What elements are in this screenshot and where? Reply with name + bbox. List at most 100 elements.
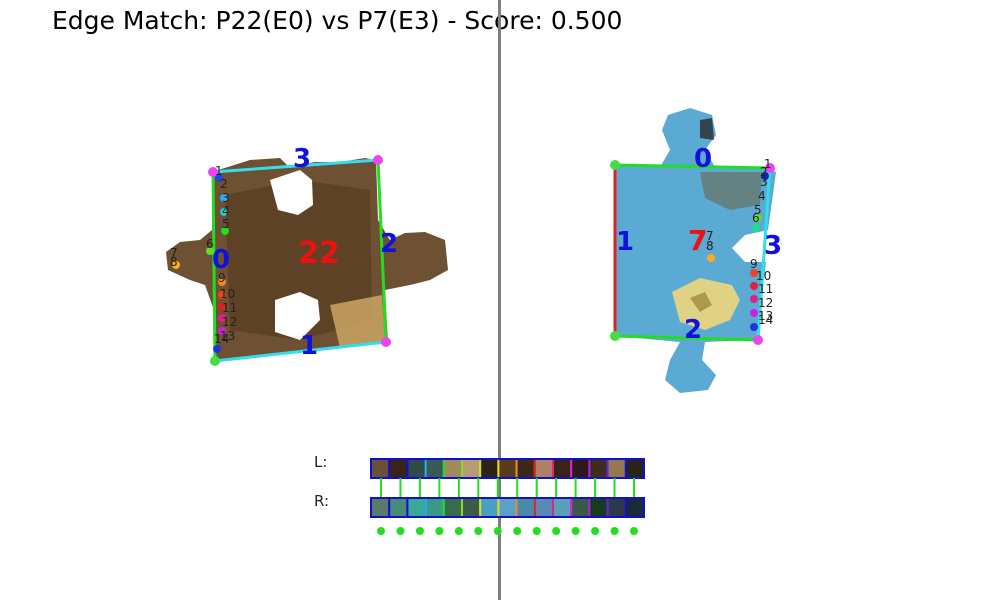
- left-point-label: 14: [214, 332, 229, 346]
- strip-match-dot: [377, 527, 385, 535]
- left-edge-label-2: 2: [380, 229, 398, 259]
- strip-right-swatch: [570, 497, 591, 518]
- right-corner: [610, 331, 620, 341]
- strip-right-swatch: [515, 497, 536, 518]
- strip-match-dot: [435, 527, 444, 535]
- strip-right-swatch: [624, 497, 645, 518]
- strip-left-swatch: [606, 458, 627, 479]
- left-point-label: 7: [170, 246, 178, 260]
- right-sample-point: [750, 309, 758, 317]
- left-sample-point: [218, 327, 226, 335]
- strip-right-swatch: [424, 497, 445, 518]
- left-sample-point: [218, 314, 226, 322]
- left-corner: [210, 356, 220, 366]
- strip-match-dot: [552, 527, 561, 535]
- right-corner: [765, 163, 775, 173]
- left-sample-point: [172, 261, 180, 269]
- center-divider: [498, 0, 501, 600]
- left-point-label: 8: [170, 255, 178, 269]
- strip-left-swatch: [552, 458, 573, 479]
- right-sample-point: [707, 254, 715, 262]
- right-point-label: 3: [760, 175, 768, 189]
- left-sample-point: [220, 208, 228, 216]
- strip-match-dot: [415, 527, 424, 535]
- left-sample-point: [220, 194, 228, 202]
- right-piece-id-label: 7: [688, 224, 707, 257]
- left-point-label: 3: [222, 191, 230, 205]
- left-point-label: 1: [215, 164, 223, 178]
- right-point-label: 2: [760, 165, 768, 179]
- left-edge-3-line: [212, 158, 379, 174]
- strip-right-swatch: [552, 497, 573, 518]
- strip-left-swatch: [406, 458, 427, 479]
- strip-right-swatch: [497, 497, 518, 518]
- strip-right-label: R:: [314, 492, 329, 510]
- right-edge-0-line: [614, 163, 771, 170]
- right-sample-point: [750, 282, 758, 290]
- right-point-label: 13: [758, 309, 773, 323]
- right-sample-point: [750, 269, 758, 277]
- left-point-label: 9: [218, 271, 226, 285]
- right-corner: [610, 160, 620, 170]
- right-sample-points: [707, 172, 769, 331]
- right-point-label: 14: [758, 313, 773, 327]
- strip-right-swatch: [388, 497, 409, 518]
- right-edge-label-3: 3: [764, 231, 782, 261]
- left-edge-2-line: [376, 159, 388, 343]
- strip-left-label: L:: [314, 453, 327, 471]
- strip-match-dots: [377, 527, 638, 535]
- strip-match-dot: [630, 527, 638, 535]
- strip-right-swatch: [479, 497, 500, 518]
- strip-left-swatch: [588, 458, 609, 479]
- right-edge-2-line: [614, 334, 759, 342]
- strip-left-swatch: [533, 458, 554, 479]
- strip-right-swatch: [533, 497, 554, 518]
- strip-left-swatch: [442, 458, 463, 479]
- strip-match-dot: [493, 527, 502, 535]
- strip-match-dot: [396, 527, 405, 535]
- right-point-label: 5: [754, 203, 762, 217]
- left-sample-point: [218, 303, 226, 311]
- strip-match-dot: [532, 527, 541, 535]
- strip-right-swatch: [588, 497, 609, 518]
- color-comparison-strip: L: R:: [314, 453, 645, 535]
- left-edge-label-0: 0: [212, 245, 230, 275]
- left-sample-point: [213, 345, 221, 353]
- strip-match-dot: [610, 527, 619, 535]
- strip-right-swatch: [461, 497, 482, 518]
- right-edge-label-2: 2: [684, 315, 702, 345]
- right-sample-point: [754, 214, 762, 222]
- left-point-label: 12: [222, 315, 237, 329]
- strip-right-swatch: [370, 497, 391, 518]
- right-edge-label-0: 0: [694, 144, 712, 174]
- right-point-label: 12: [758, 296, 773, 310]
- left-point-label: 13: [220, 329, 235, 343]
- right-sample-point: [761, 172, 769, 180]
- left-corner: [381, 337, 391, 347]
- strip-match-dot: [474, 527, 483, 535]
- left-sample-point: [206, 247, 214, 255]
- left-point-label: 5: [222, 217, 230, 231]
- left-sample-point: [215, 174, 223, 182]
- strip-left-frame: [370, 458, 645, 479]
- right-point-label: 10: [756, 269, 771, 283]
- left-point-label: 4: [222, 204, 230, 218]
- left-sample-points: [172, 174, 229, 353]
- strip-left-swatch: [624, 458, 645, 479]
- left-piece-id-label: 22: [298, 236, 340, 271]
- right-sample-point: [752, 224, 760, 232]
- right-point-label: 11: [758, 282, 773, 296]
- left-edge-0-line: [211, 171, 217, 362]
- strip-left-row: [370, 458, 645, 479]
- right-point-label: 1: [764, 157, 772, 171]
- strip-right-frame: [370, 497, 645, 518]
- strip-connectors: [380, 478, 635, 498]
- strip-match-dot: [591, 527, 600, 535]
- strip-right-row: [370, 497, 645, 518]
- right-point-labels: 1 2 3 4 5 6 7 8 9 10 11 12 13 14: [706, 157, 773, 327]
- left-point-labels: 1 2 3 4 5 6 7 8 9 10 11 12 13 14: [170, 164, 237, 346]
- strip-left-swatch: [370, 458, 391, 479]
- right-point-label: 7: [706, 229, 714, 243]
- right-edge-3-line: [756, 167, 772, 341]
